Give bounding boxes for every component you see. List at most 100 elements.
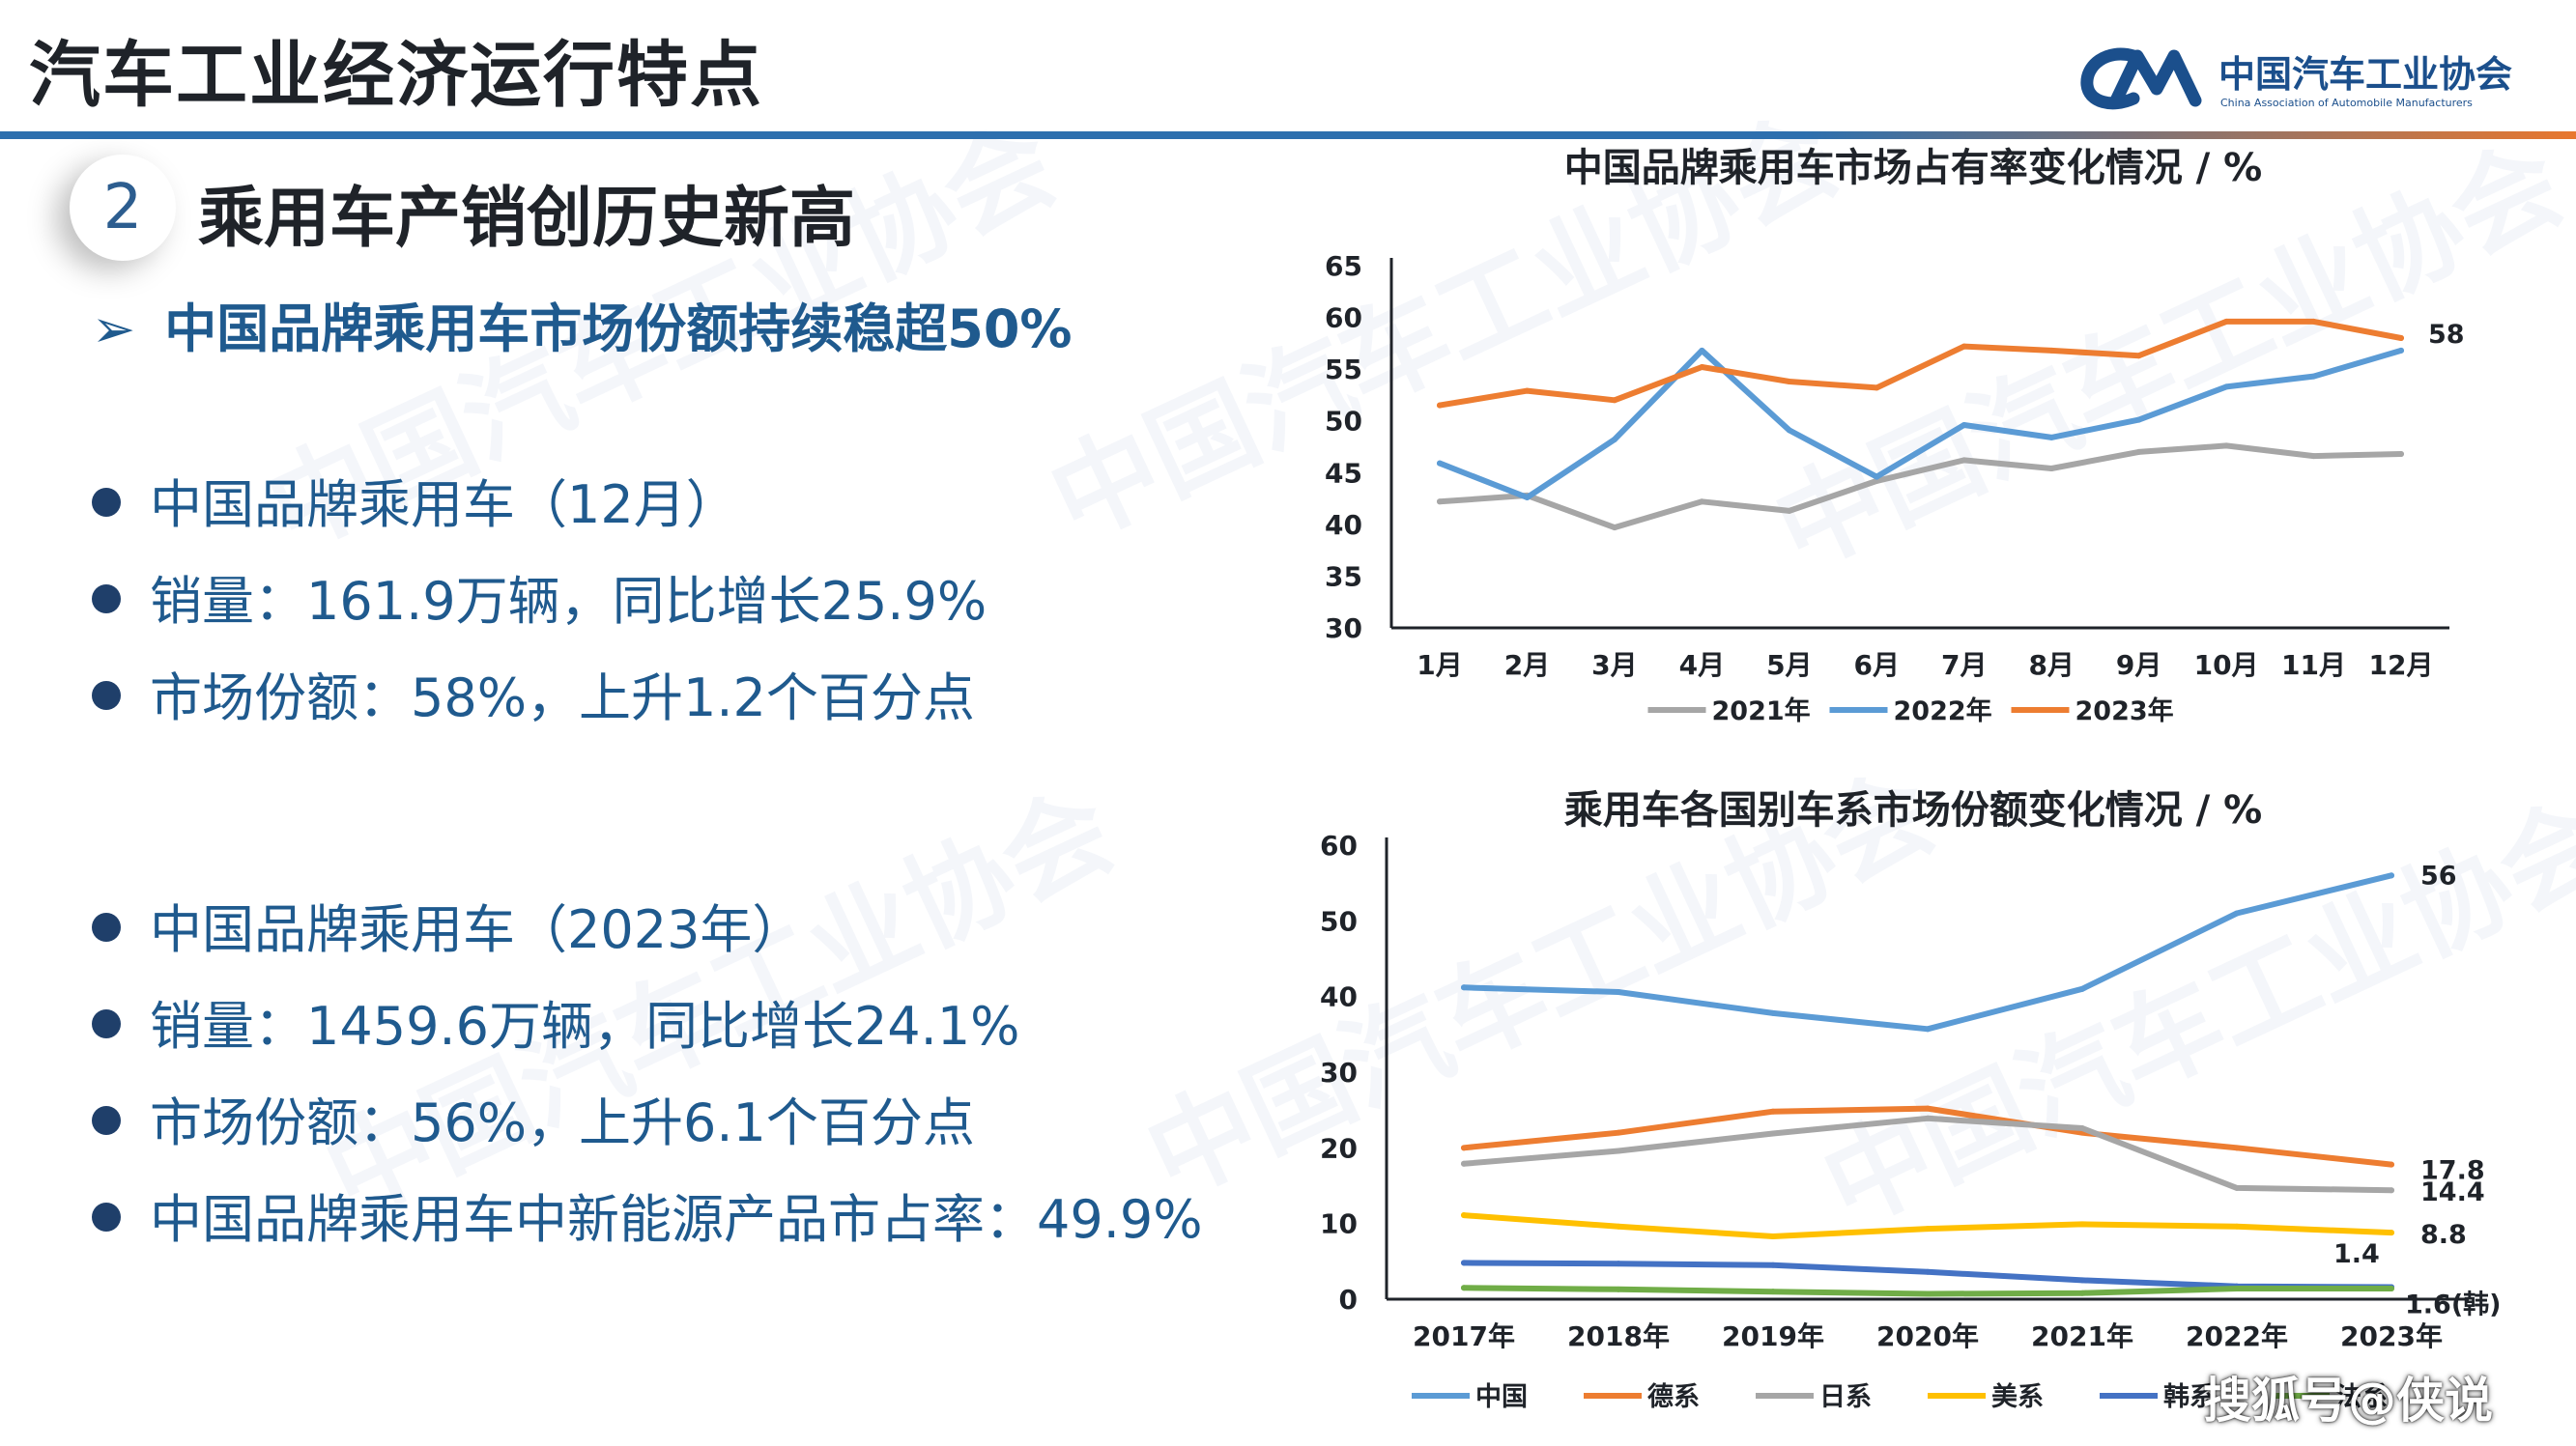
data-point-中国 [1461,984,1467,991]
legend-label: 2023年 [2075,695,2174,726]
x-tick-label: 2022年 [2186,1320,2288,1352]
bullet-item: 市场份额：58%，上升1.2个百分点 [92,655,975,731]
bullet-dot-icon [92,913,121,943]
data-point-法系 [2234,1286,2240,1292]
page-header: 汽车工业经济运行特点 中国汽车工业协会 China Association of… [0,0,2576,139]
data-point-德系 [1770,1108,1776,1115]
bullet-dot-icon [92,1106,121,1136]
data-label: 56 [2420,861,2457,891]
data-point-美系 [1616,1223,1621,1230]
x-tick-label: 3月 [1591,649,1637,681]
data-point-2021年 [2048,466,2055,471]
data-label: 1.6(韩) [2405,1290,2502,1319]
data-point-2022年 [1874,473,1880,480]
data-point-2023年 [2223,318,2230,325]
data-point-美系 [2079,1221,2085,1228]
data-point-2023年 [2048,347,2055,354]
series-line-韩系 [1461,1260,2394,1290]
bullet-dot-icon [92,681,121,711]
data-point-德系 [2389,1161,2394,1168]
series-line-2022年 [1437,347,2404,500]
data-point-2021年 [1874,477,1880,484]
data-point-2023年 [1874,384,1880,391]
x-tick-label: 2018年 [1567,1320,1670,1352]
subheading: ➢ 中国品牌乘用车市场份额持续稳超50% [92,286,1073,362]
y-tick-label: 0 [1339,1284,1358,1316]
y-tick-label: 30 [1325,612,1362,644]
data-point-2022年 [1699,347,1705,354]
bullet-text: 销量：1459.6万辆，同比增长24.1% [150,996,1020,1057]
data-point-法系 [1461,1285,1467,1291]
bullet-text: 中国品牌乘用车中新能源产品市占率：49.9% [150,1189,1203,1250]
x-tick-label: 4月 [1679,649,1725,681]
logo-name-en: China Association of Automobile Manufact… [2220,97,2473,109]
data-point-日系 [1461,1160,1467,1167]
data-point-2023年 [1611,397,1617,404]
bullet-text: 市场份额：58%，上升1.2个百分点 [150,667,975,728]
x-tick-label: 2023年 [2340,1320,2443,1352]
data-point-2023年 [2310,318,2317,325]
x-tick-label: 5月 [1766,649,1812,681]
caam-logo-icon [2080,47,2202,110]
x-tick-label: 2月 [1504,649,1550,681]
legend-label: 2022年 [1894,695,1992,726]
bullet-text: 中国品牌乘用车（2023年） [150,899,805,960]
bullet-item: 中国品牌乘用车（12月） [92,462,738,538]
data-point-2023年 [1699,364,1705,370]
y-tick-label: 30 [1320,1057,1358,1089]
section-number-badge: 2 [70,155,176,261]
data-point-韩系 [1925,1268,1931,1275]
y-tick-label: 10 [1320,1208,1358,1240]
y-tick-label: 40 [1325,509,1362,541]
section-heading: 乘用车产销创历史新高 [198,181,856,257]
bullet-dot-icon [92,1203,121,1233]
data-point-德系 [2234,1145,2240,1151]
data-point-中国 [2389,872,2394,879]
data-label: 14.4 [2420,1177,2485,1207]
data-point-2021年 [1611,525,1617,531]
data-point-2021年 [1437,498,1443,505]
data-point-韩系 [1461,1260,1467,1266]
x-tick-label: 6月 [1854,649,1900,681]
legend-label: 日系 [1819,1382,1872,1412]
data-label: 58 [2428,320,2465,350]
y-tick-label: 20 [1320,1132,1358,1164]
bullet-item: 中国品牌乘用车中新能源产品市占率：49.9% [92,1177,1203,1253]
logo-name-cn: 中国汽车工业协会 [2218,53,2513,96]
data-point-2022年 [2398,347,2404,354]
data-point-2021年 [2135,448,2142,455]
data-point-韩系 [2079,1277,2085,1284]
legend-label: 2021年 [1712,695,1811,726]
x-tick-label: 10月 [2194,649,2259,681]
y-tick-label: 60 [1325,302,1362,334]
data-point-德系 [1616,1129,1621,1136]
series-line-美系 [1461,1212,2394,1239]
data-point-中国 [2234,910,2240,917]
x-tick-label: 2020年 [1876,1320,1979,1352]
y-tick-label: 65 [1325,250,1362,282]
data-point-2021年 [2398,451,2404,457]
data-point-德系 [1461,1145,1467,1151]
x-tick-label: 1月 [1417,649,1462,681]
arrow-bullet-icon: ➢ [92,298,136,359]
series-line-中国 [1461,872,2394,1033]
data-point-2022年 [1437,460,1443,467]
y-tick-label: 45 [1325,457,1362,489]
y-tick-label: 55 [1325,354,1362,385]
y-tick-label: 60 [1320,830,1358,862]
data-label: 1.4 [2333,1239,2380,1269]
y-tick-label: 35 [1325,560,1362,592]
x-tick-label: 2021年 [2031,1320,2133,1352]
legend-label: 美系 [1991,1381,2044,1412]
chart-title: 乘用车各国别车系市场份额变化情况 / % [1564,788,2263,833]
data-point-2023年 [1786,379,1792,384]
data-point-2021年 [1786,507,1792,514]
bullet-text: 销量：161.9万辆，同比增长25.9% [150,571,987,632]
data-point-日系 [2234,1184,2240,1191]
bullet-text: 市场份额：56%，上升6.1个百分点 [150,1092,975,1153]
data-point-德系 [1925,1105,1931,1112]
data-label: 17.8 [2420,1156,2485,1186]
source-watermark: 搜狐号@侠说 [2203,1373,2493,1429]
y-tick-label: 40 [1320,981,1358,1013]
data-point-2022年 [1524,495,1531,500]
